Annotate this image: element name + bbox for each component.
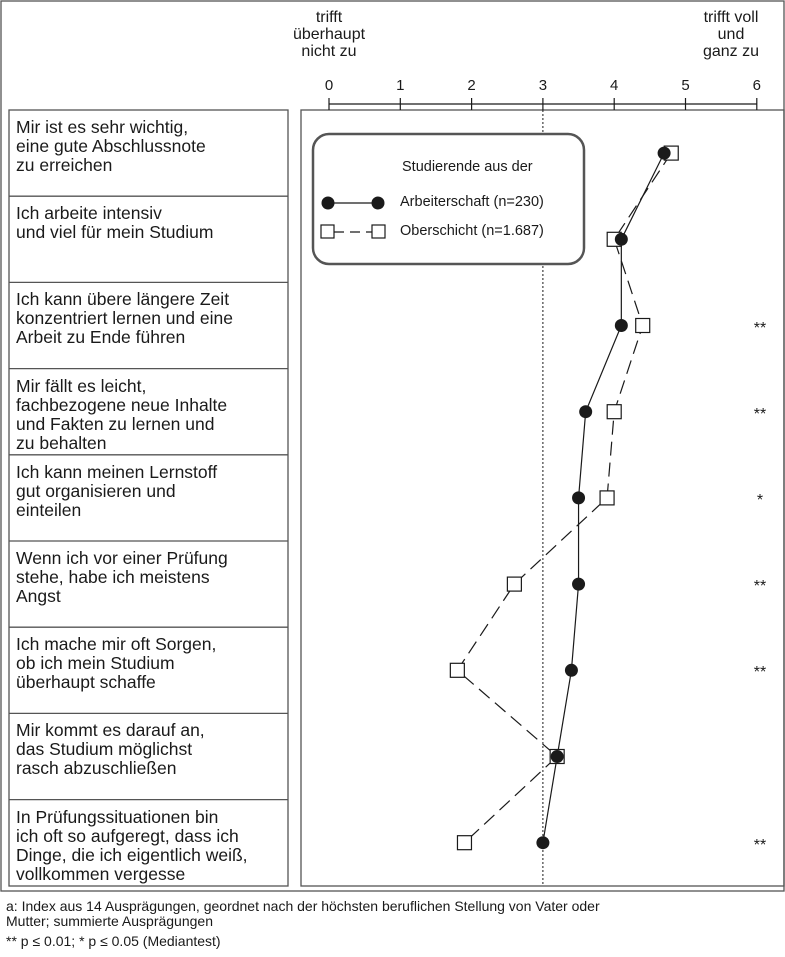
point-arbeiterschaft bbox=[614, 232, 628, 246]
legend-marker-oberschicht-left bbox=[320, 224, 335, 239]
point-arbeiterschaft bbox=[550, 750, 564, 763]
x-tick-label-1: 1 bbox=[396, 77, 405, 94]
category-label: Ich arbeite intensiv und viel für mein S… bbox=[16, 203, 214, 243]
significance-mark: ** bbox=[753, 405, 767, 423]
x-tick-label-3: 3 bbox=[538, 77, 548, 94]
x-ticks bbox=[328, 98, 758, 110]
legend-marker-arbeiterschaft-right bbox=[371, 196, 385, 210]
point-arbeiterschaft bbox=[614, 319, 628, 332]
category-label: Mir ist es sehr wichtig, eine gute Absch… bbox=[16, 117, 206, 175]
point-arbeiterschaft bbox=[572, 491, 586, 505]
category-label: In Prüfungssituationen bin ich oft so au… bbox=[16, 806, 248, 884]
significance-mark: ** bbox=[753, 836, 767, 854]
series-markers-oberschicht bbox=[449, 145, 679, 851]
legend-label-arbeiterschaft: Arbeiterschaft (n=230) bbox=[400, 194, 544, 210]
header-right-label: trifft voll und ganz zu bbox=[702, 9, 760, 60]
point-oberschicht bbox=[606, 404, 622, 420]
legend-label-oberschicht: Oberschicht (n=1.687) bbox=[400, 223, 544, 239]
point-oberschicht bbox=[506, 576, 522, 592]
series-markers-arbeiterschaft bbox=[536, 146, 671, 850]
significance-mark: ** bbox=[753, 319, 767, 337]
legend-marker-arbeiterschaft-left bbox=[321, 196, 335, 210]
point-oberschicht bbox=[456, 835, 473, 851]
row-separators bbox=[9, 195, 288, 801]
x-tick-label-0: 0 bbox=[324, 77, 334, 94]
point-arbeiterschaft bbox=[572, 577, 586, 591]
point-oberschicht bbox=[599, 490, 615, 506]
point-arbeiterschaft bbox=[564, 663, 578, 677]
category-label: Mir fällt es leicht, fachbezogene neue I… bbox=[16, 375, 228, 453]
legend-title: Studierende aus der bbox=[402, 159, 533, 175]
point-oberschicht bbox=[635, 317, 651, 334]
series-line-oberschicht bbox=[456, 152, 672, 844]
label-column-frame bbox=[8, 109, 289, 887]
footnote-index: a: Index aus 14 Ausprägungen, geordnet n… bbox=[6, 898, 600, 929]
category-label: Ich mache mir oft Sorgen, ob ich mein St… bbox=[16, 634, 217, 693]
x-tick-label-5: 5 bbox=[681, 77, 690, 94]
point-arbeiterschaft bbox=[579, 405, 593, 419]
category-label: Ich kann übere längere Zeit konzentriert… bbox=[16, 289, 233, 348]
x-tick-label-6: 6 bbox=[752, 77, 761, 94]
point-arbeiterschaft bbox=[657, 146, 671, 160]
header-left-label: trifft überhaupt nicht zu bbox=[292, 9, 366, 60]
point-oberschicht bbox=[449, 662, 465, 678]
significance-mark: ** bbox=[753, 664, 767, 682]
legend-marker-oberschicht-right bbox=[371, 224, 386, 239]
significance-mark: ** bbox=[753, 578, 767, 596]
footnote-significance: ** p ≤ 0.01; * p ≤ 0.05 (Mediantest) bbox=[6, 933, 221, 949]
significance-mark: * bbox=[756, 491, 764, 509]
category-label: Wenn ich vor einer Prüfung stehe, habe i… bbox=[16, 548, 228, 606]
x-tick-label-2: 2 bbox=[467, 77, 476, 94]
category-label: Mir kommt es darauf an, das Studium mögl… bbox=[16, 720, 205, 779]
x-tick-label-4: 4 bbox=[610, 77, 619, 94]
category-label: Ich kann meinen Lernstoff gut organisier… bbox=[16, 461, 218, 520]
point-arbeiterschaft bbox=[536, 836, 550, 850]
